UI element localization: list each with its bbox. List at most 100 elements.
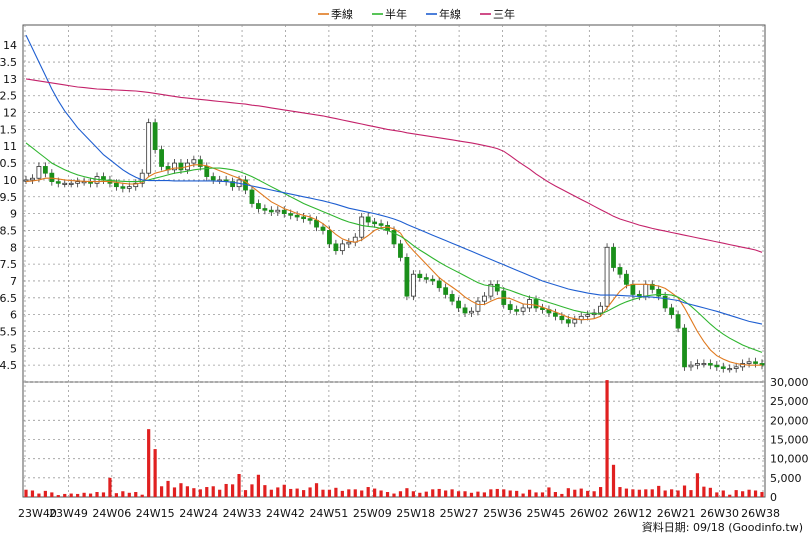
volume-tick-label: 25,000 [770, 395, 808, 408]
volume-bar [379, 490, 383, 497]
x-tick-label: 24W51 [309, 507, 348, 520]
volume-bar [682, 485, 687, 497]
candle-body [339, 243, 345, 252]
candle-body [275, 209, 281, 213]
volume-bar [153, 449, 157, 497]
candle-body [191, 159, 197, 164]
volume-bar [469, 492, 474, 497]
legend: 季線 半年 年線 三年 [318, 7, 515, 21]
volume-bar [327, 489, 332, 497]
volume-bar [605, 380, 609, 497]
volume-bar [147, 429, 151, 497]
candle-body [230, 181, 235, 188]
volume-bar [650, 489, 654, 497]
volume-bar [218, 489, 222, 497]
volume-bar [230, 484, 235, 497]
volume-bar [205, 487, 209, 497]
volume-tick-label: 20,000 [770, 414, 808, 427]
volume-bar [598, 487, 603, 497]
volume-bar [114, 493, 118, 497]
candle-body [624, 273, 629, 285]
volume-bar [521, 493, 525, 497]
volume-bar [566, 488, 570, 497]
price-tick-label: 7.5 [0, 258, 17, 271]
candle-body [365, 216, 371, 223]
candle-body [662, 295, 668, 309]
x-tick-label: 25W45 [527, 507, 566, 520]
volume-bar [392, 493, 396, 497]
candle-body [443, 287, 449, 295]
volume-bar [366, 487, 370, 497]
x-tick-label: 24W33 [223, 507, 262, 520]
price-tick-label: 8.5 [0, 224, 17, 237]
x-tick-label: 25W27 [440, 507, 479, 520]
volume-series [24, 380, 764, 497]
volume-bar [753, 490, 758, 497]
candle-body [152, 122, 158, 151]
legend-label: 半年 [385, 7, 407, 21]
volume-bar [282, 484, 286, 497]
candle-body [469, 310, 474, 314]
x-tick-label: 26W30 [700, 507, 739, 520]
x-tick-label: 26W12 [613, 507, 652, 520]
candle-body [649, 283, 655, 290]
volume-bar [637, 489, 641, 497]
volume-bar [586, 490, 590, 497]
volume-bar [353, 489, 357, 497]
volume-bar [127, 492, 131, 497]
volume-bar [424, 491, 428, 497]
candle-body [430, 278, 436, 282]
volume-bar [289, 488, 293, 497]
candle-body [669, 307, 675, 316]
volume-bar [592, 491, 596, 497]
volume-bar [334, 487, 338, 497]
price-tick-label: 5 [10, 342, 17, 355]
volume-bar [437, 488, 441, 497]
candle-body [178, 162, 184, 171]
volume-bar [198, 489, 202, 497]
volume-bar [450, 489, 454, 497]
candle-body [727, 368, 733, 371]
volume-bar [269, 489, 273, 497]
volume-bar [456, 491, 461, 497]
legend-label: 季線 [331, 7, 353, 21]
candle-body [333, 243, 339, 252]
candle-body [604, 246, 610, 307]
price-tick-label: 11.5 [0, 123, 17, 136]
volume-bar [95, 492, 99, 497]
candle-body [617, 267, 623, 275]
price-tick-label: 8 [10, 241, 17, 254]
volume-bar [69, 493, 73, 497]
volume-bar [495, 488, 499, 497]
volume-bar [211, 486, 215, 497]
volume-bar [489, 489, 493, 497]
volume-bar [63, 493, 67, 497]
volume-bar [644, 489, 648, 497]
volume-bar [670, 489, 674, 497]
price-tick-label: 10.5 [0, 157, 17, 170]
candle-body [133, 182, 139, 188]
candle-body [701, 363, 707, 366]
volume-bar [373, 488, 377, 497]
volume-bar [360, 490, 364, 497]
candle-body [410, 273, 416, 297]
volume-bar [734, 490, 738, 497]
candle-body [30, 177, 35, 181]
volume-bar [534, 492, 538, 497]
candle-body [268, 209, 274, 213]
candle-body [656, 288, 662, 297]
candle-body [68, 182, 74, 185]
price-tick-label: 6 [10, 309, 17, 322]
volume-bar [50, 492, 54, 497]
candle-body [475, 300, 481, 312]
candle-body [598, 305, 603, 314]
volume-bar [418, 492, 422, 497]
volume-bar [263, 485, 267, 497]
volume-bar [37, 493, 41, 497]
x-tick-label: 23W49 [49, 507, 88, 520]
ma_quarter-line [25, 164, 762, 366]
volume-tick-label: 0 [770, 491, 777, 504]
volume-axis: 0 5,000 10,000 15,000 20,000 25,000 30,000 [770, 376, 808, 504]
ma_year-line [25, 34, 763, 325]
